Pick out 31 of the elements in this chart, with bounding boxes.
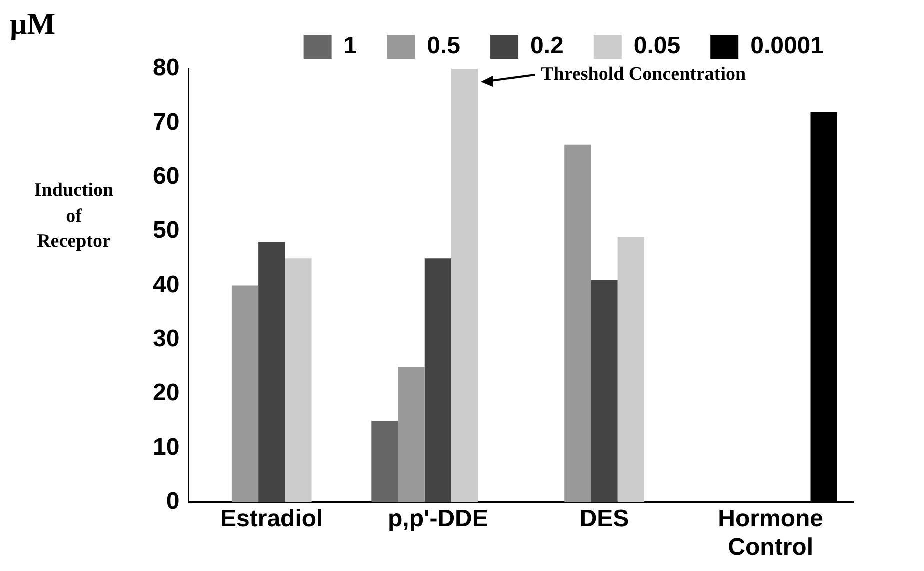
y-tick-label: 30: [152, 326, 180, 352]
bar: [258, 242, 286, 502]
y-tick-label: 10: [152, 434, 180, 461]
x-tick-label: Hormone Control: [718, 505, 824, 562]
x-tick-label: p,p'-DDE: [388, 505, 488, 532]
bar: [285, 258, 312, 502]
y-tick-label: 70: [152, 108, 180, 136]
bar: [424, 258, 452, 502]
bar: [564, 144, 592, 502]
y-tick-label: 60: [152, 162, 180, 190]
x-tick-label: DES: [580, 505, 630, 532]
legend-label: 0.05: [634, 32, 681, 60]
y-tick-label: 80: [152, 54, 180, 82]
legend-label: 0.5: [427, 32, 461, 60]
bar: [372, 421, 398, 502]
bar: [451, 69, 478, 502]
bar: [618, 236, 644, 502]
y-tick-label: 20: [152, 380, 180, 407]
legend-title: µM: [10, 8, 56, 42]
y-tick-label: 40: [152, 271, 180, 298]
bar: [398, 366, 425, 502]
bar: [232, 286, 259, 502]
x-tick-label: Estradiol: [220, 505, 324, 532]
legend-label: 0.0001: [750, 32, 824, 60]
legend-label: 1: [344, 32, 358, 60]
y-tick-label: 0: [166, 488, 180, 516]
y-axis-title: Induction of Receptor: [33, 179, 115, 254]
bar: [591, 280, 618, 502]
annotation: Threshold Concentration: [541, 64, 747, 85]
y-tick-label: 50: [152, 217, 180, 244]
legend-label: 0.2: [530, 32, 564, 60]
